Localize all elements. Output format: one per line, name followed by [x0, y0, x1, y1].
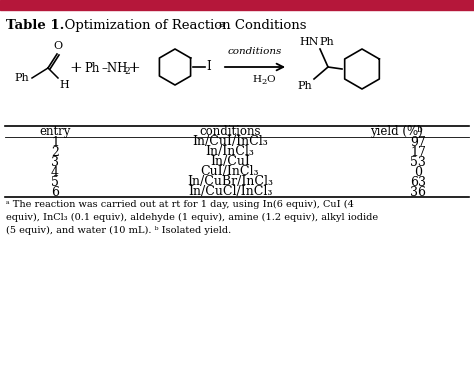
Text: 53: 53	[410, 155, 426, 169]
Text: O: O	[54, 41, 63, 51]
Text: 5: 5	[51, 176, 59, 189]
Text: CuI/InCl₃: CuI/InCl₃	[201, 166, 259, 179]
Text: In/CuI: In/CuI	[210, 155, 250, 169]
Text: a: a	[219, 20, 225, 29]
Text: conditions: conditions	[228, 47, 282, 56]
Text: +: +	[128, 61, 140, 75]
Text: 6: 6	[51, 186, 59, 199]
Text: –NH: –NH	[101, 62, 128, 75]
Text: Optimization of Reaction Conditions: Optimization of Reaction Conditions	[56, 19, 307, 32]
Text: 2: 2	[261, 78, 266, 86]
Text: yield (%): yield (%)	[370, 125, 423, 138]
Text: 4: 4	[51, 166, 59, 179]
Text: 0: 0	[414, 166, 422, 179]
Text: 2: 2	[51, 145, 59, 159]
Text: entry: entry	[39, 125, 71, 138]
Text: 2: 2	[124, 66, 129, 76]
Text: 97: 97	[410, 135, 426, 148]
Text: In/InCl₃: In/InCl₃	[206, 145, 255, 159]
Text: Ph: Ph	[84, 62, 100, 75]
Text: I: I	[206, 61, 211, 73]
Text: Ph: Ph	[14, 73, 29, 83]
Text: HN: HN	[300, 37, 319, 47]
Text: 63: 63	[410, 176, 426, 189]
Text: ᵃ The reaction was carried out at rt for 1 day, using In(6 equiv), CuI (4
equiv): ᵃ The reaction was carried out at rt for…	[6, 200, 378, 235]
Text: H: H	[252, 75, 261, 84]
Bar	[0, 0, 474, 10]
Text: 17: 17	[410, 145, 426, 159]
Text: In/CuI/InCl₃: In/CuI/InCl₃	[192, 135, 268, 148]
Text: 1: 1	[51, 135, 59, 148]
Text: conditions: conditions	[199, 125, 261, 138]
Text: b: b	[417, 125, 423, 134]
Text: H: H	[59, 80, 69, 90]
Text: Table 1.: Table 1.	[6, 19, 64, 32]
Text: O: O	[266, 75, 274, 84]
Text: +: +	[70, 61, 82, 75]
Text: 3: 3	[51, 155, 59, 169]
Text: 36: 36	[410, 186, 426, 199]
Text: In/CuCl/InCl₃: In/CuCl/InCl₃	[188, 186, 272, 199]
Text: Ph: Ph	[297, 81, 312, 91]
Text: Ph: Ph	[319, 37, 334, 47]
Text: In/CuBr/InCl₃: In/CuBr/InCl₃	[187, 176, 273, 189]
